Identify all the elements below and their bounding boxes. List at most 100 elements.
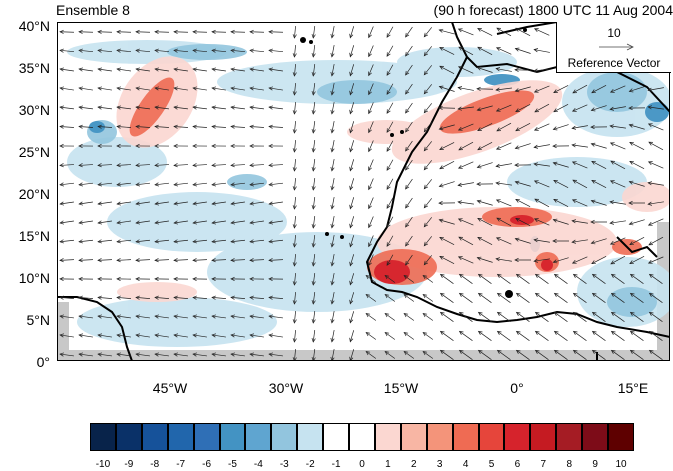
wind-vector-head — [211, 352, 216, 357]
wind-vector — [478, 293, 492, 303]
wind-vector — [384, 332, 396, 340]
wind-vector — [294, 329, 296, 343]
wind-vector-head — [173, 352, 178, 357]
wind-vector-head — [268, 105, 273, 110]
wind-vector — [534, 258, 550, 262]
wind-vector — [331, 159, 335, 171]
wind-vector-head — [648, 349, 654, 354]
wind-vector — [458, 256, 474, 264]
wind-vector-head — [572, 292, 578, 297]
wind-vector-head — [423, 222, 429, 228]
islands — [300, 28, 527, 298]
wind-vector-head — [116, 276, 121, 281]
wind-vector — [365, 351, 377, 359]
wind-vector — [155, 87, 169, 91]
wind-vector — [386, 45, 394, 57]
wind-vector-head — [292, 319, 297, 324]
wind-vector-head — [78, 258, 83, 263]
wind-vector — [231, 182, 245, 186]
wind-vector — [231, 239, 245, 243]
wind-vector — [440, 312, 454, 322]
wind-vector — [331, 121, 335, 133]
wind-vector — [497, 350, 511, 360]
wind-vector — [136, 106, 150, 110]
colorbar-label: -7 — [176, 459, 186, 470]
wind-vector — [155, 334, 169, 338]
wind-vector-head — [572, 311, 578, 316]
wind-vector — [117, 182, 131, 186]
wind-vector-head — [135, 124, 140, 129]
wind-vector — [459, 293, 473, 303]
wind-vector-head — [154, 86, 160, 91]
wind-vector — [610, 220, 626, 224]
wind-vector — [117, 87, 131, 91]
wind-vector-head — [249, 220, 254, 225]
wind-vector-head — [97, 201, 102, 206]
wind-vector-head — [349, 280, 354, 286]
colorbar-swatch — [245, 423, 272, 451]
wind-vector-head — [59, 258, 64, 263]
wind-vector — [294, 82, 296, 96]
wind-vector-head — [647, 259, 653, 264]
wind-vector-head — [349, 223, 354, 229]
wind-vector-head — [349, 90, 354, 96]
wind-vector — [349, 121, 355, 133]
wind-vector-head — [249, 333, 255, 338]
wind-vector-head — [533, 68, 538, 73]
wind-vector-head — [552, 126, 558, 131]
colorbar-swatch — [115, 423, 142, 451]
wind-vector-head — [192, 143, 197, 149]
wind-vector — [496, 104, 512, 112]
colorbar-swatch — [452, 423, 479, 451]
wind-vector-head — [477, 273, 483, 278]
wind-vector-head — [249, 48, 254, 53]
wind-vector — [516, 293, 530, 303]
wind-vector-head — [268, 258, 273, 263]
wind-vector-head — [116, 352, 121, 357]
wind-vector — [497, 274, 511, 284]
wind-vector — [312, 64, 316, 76]
wind-vector — [386, 254, 394, 266]
wind-vector-head — [97, 163, 102, 168]
wind-vector-head — [629, 241, 634, 246]
wind-vector-head — [552, 144, 557, 149]
wind-vector-head — [116, 295, 121, 300]
wind-vector — [405, 178, 413, 190]
wind-vector-head — [330, 185, 335, 191]
wind-vector — [440, 350, 454, 360]
wind-vector-head — [230, 276, 235, 281]
wind-vector — [368, 235, 374, 247]
wind-vector — [135, 49, 151, 53]
wind-vector — [269, 87, 283, 91]
wind-vector — [554, 274, 568, 284]
wind-vector — [515, 199, 531, 207]
wind-vector-head — [365, 294, 371, 299]
wind-vector-head — [403, 275, 409, 280]
wind-vector — [98, 106, 112, 110]
forecast-time: (90 h forecast) 1800 UTC 11 Aug 2004 — [433, 2, 673, 18]
wind-vector — [405, 26, 413, 38]
wind-vector-head — [116, 314, 121, 319]
wind-vector-head — [292, 205, 297, 210]
wind-vector-head — [496, 27, 501, 32]
wind-vector — [136, 334, 150, 338]
wind-vector — [611, 312, 625, 322]
wind-vector-head — [571, 199, 577, 204]
wind-vector-head — [384, 294, 390, 299]
map-frame — [57, 22, 670, 361]
wind-vector-head — [609, 142, 615, 147]
wind-vector — [554, 331, 568, 341]
wind-vector-head — [571, 259, 577, 264]
wind-vector — [423, 198, 433, 208]
wind-vector-head — [368, 261, 372, 267]
wind-vector-head — [591, 311, 597, 316]
wind-vector-head — [292, 281, 297, 286]
colorbar-label: -5 — [228, 459, 237, 470]
wind-vector — [212, 182, 226, 186]
wind-vector-head — [648, 292, 654, 297]
wind-vector — [231, 106, 245, 110]
wind-vector-head — [610, 292, 616, 297]
wind-vector — [269, 315, 283, 319]
wind-vector-head — [78, 124, 83, 129]
wind-vector-head — [249, 86, 255, 91]
